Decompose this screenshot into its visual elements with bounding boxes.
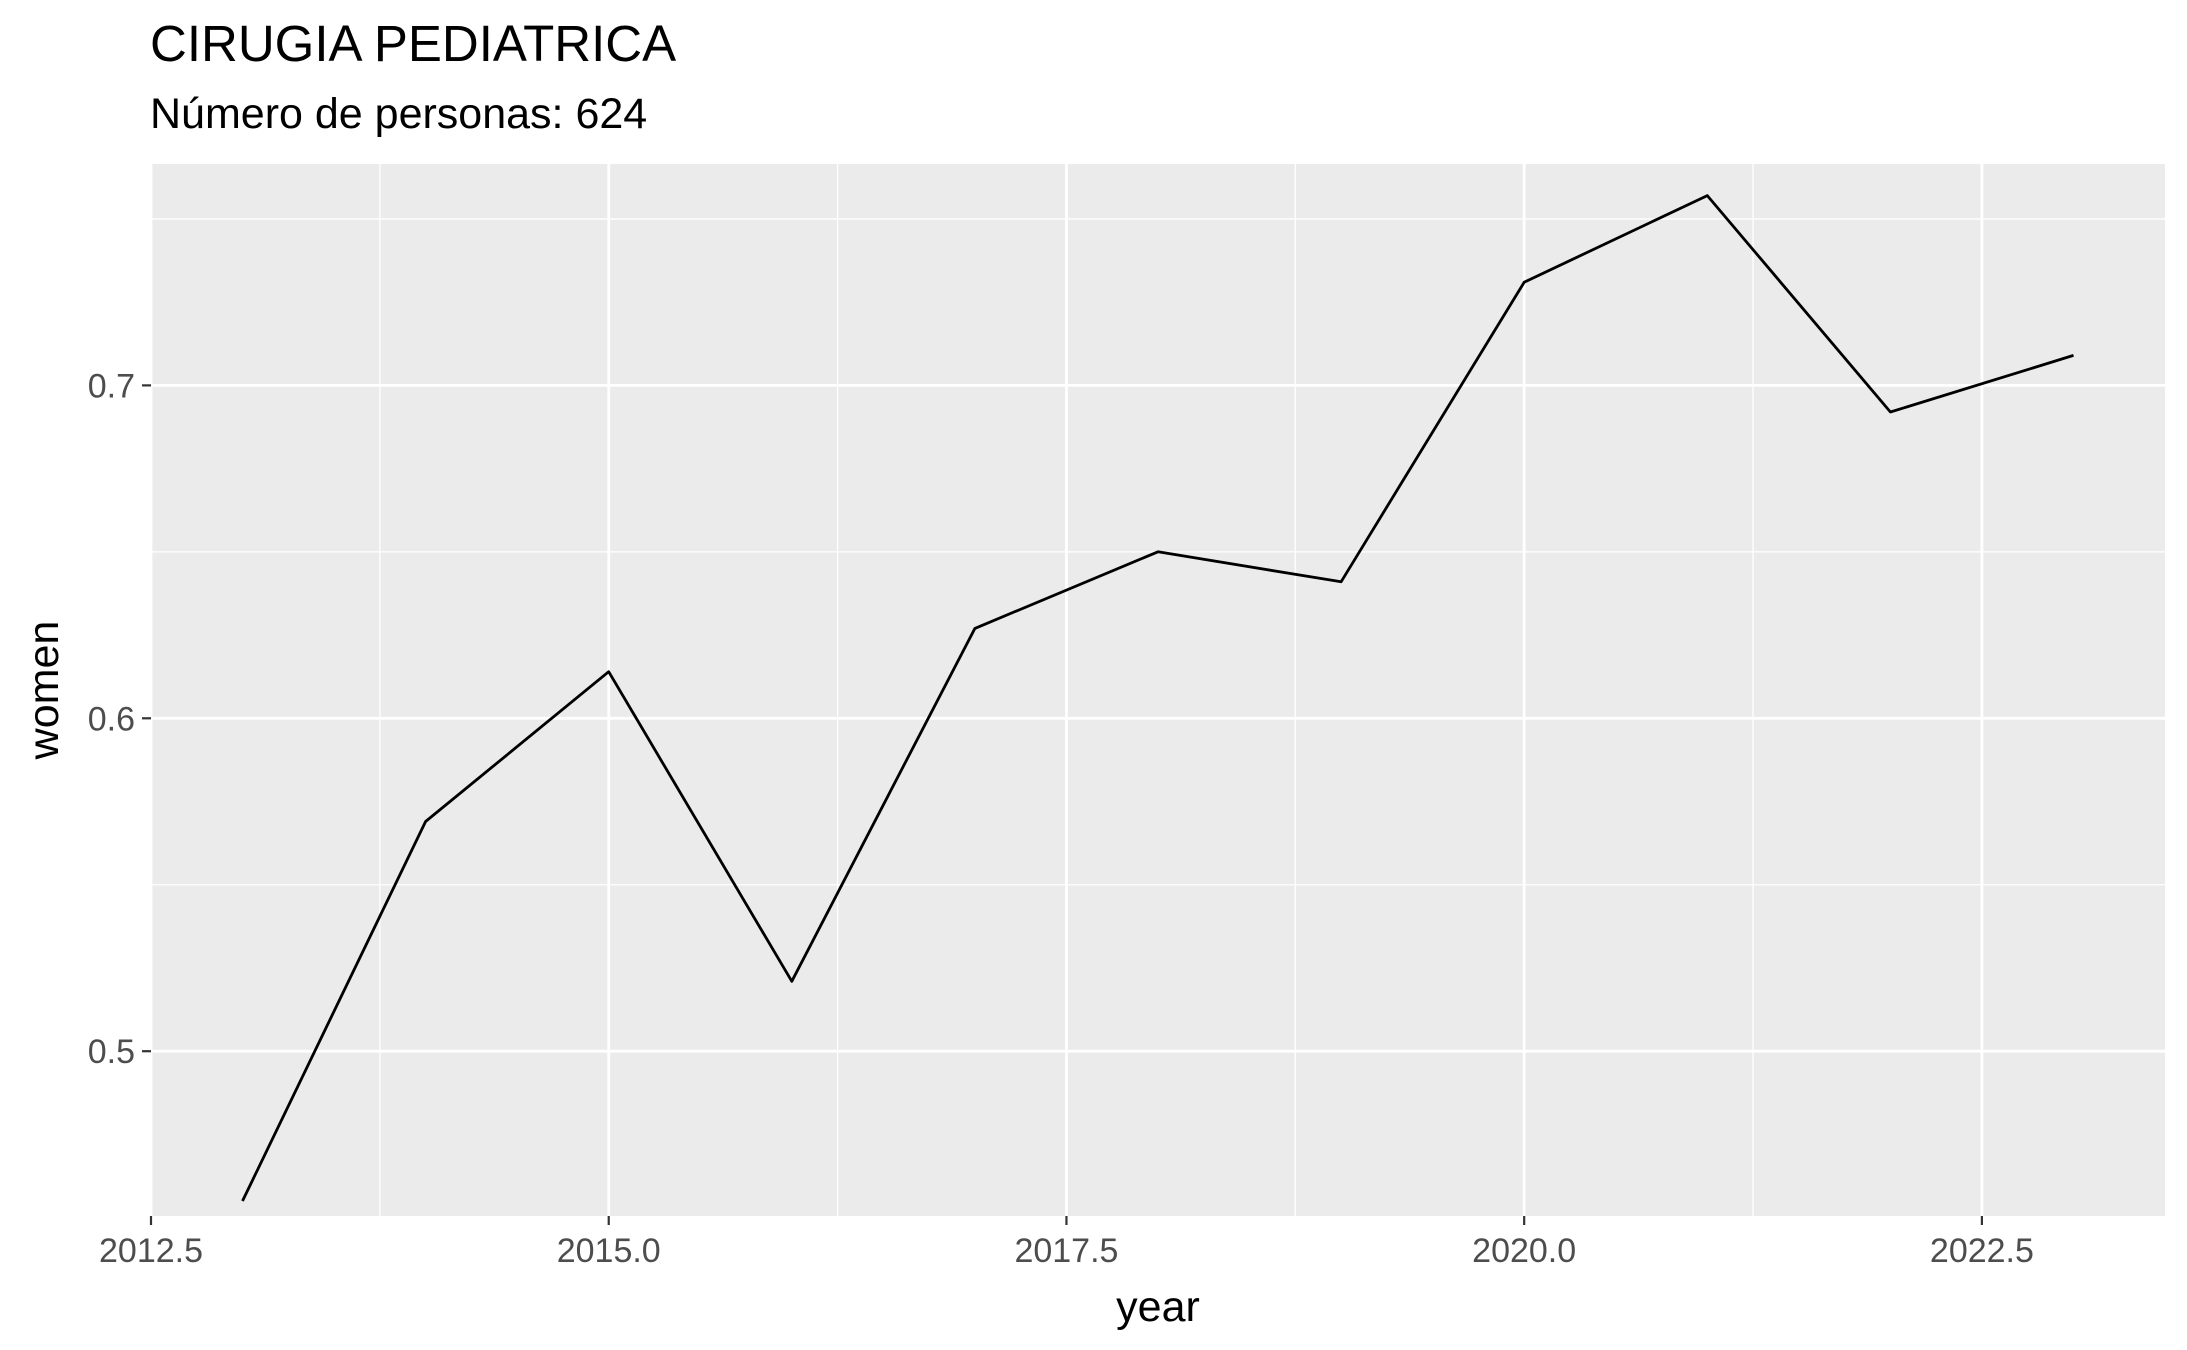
y-axis: 0.5 0.6 0.7 (88, 367, 151, 1071)
chart-title: CIRUGIA PEDIATRICA (150, 15, 677, 72)
x-tick-label: 2017.5 (1014, 1232, 1118, 1270)
y-tick-label: 0.7 (88, 367, 135, 405)
x-tick-label: 2020.0 (1472, 1232, 1576, 1270)
y-axis-title: women (20, 621, 68, 761)
x-tick-label: 2015.0 (557, 1232, 661, 1270)
series-layer (241, 194, 2074, 1202)
major-gridlines (149, 164, 2165, 1216)
x-axis-title: year (1116, 1283, 1200, 1331)
plot-panel (151, 164, 2165, 1216)
minor-gridlines (151, 164, 2165, 1216)
x-axis: 2012.5 2015.0 2017.5 2020.0 2022.5 (99, 1216, 2034, 1270)
x-tick-label: 2022.5 (1930, 1232, 2034, 1270)
y-tick-label: 0.5 (88, 1033, 135, 1071)
series-line (241, 194, 2074, 1202)
x-tick-label: 2012.5 (99, 1232, 203, 1270)
chart-subtitle: Número de personas: 624 (150, 90, 648, 138)
y-tick-label: 0.6 (88, 700, 135, 738)
